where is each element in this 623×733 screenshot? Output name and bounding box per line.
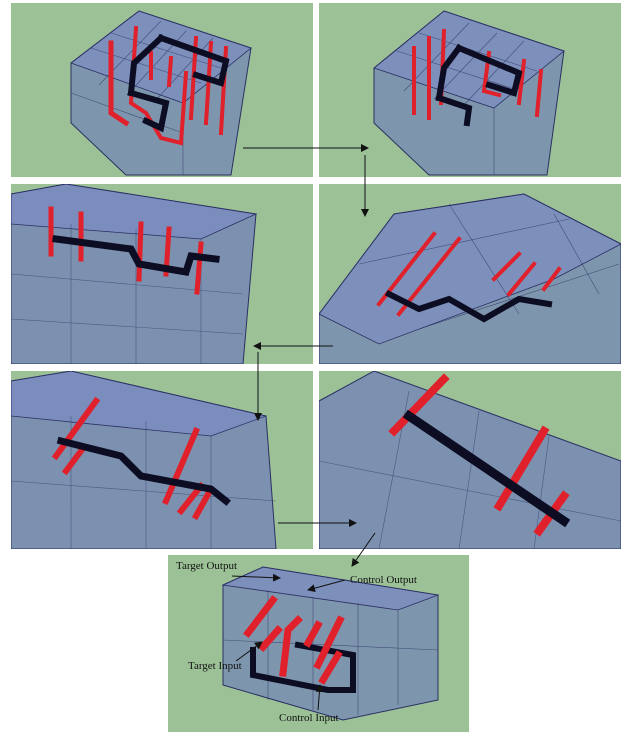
diagram-panel-step-5: [11, 371, 313, 549]
diagram-panel-step-6: [319, 371, 621, 549]
label-target-output: Target Output: [176, 560, 238, 572]
diagram-panel-step-4: [319, 184, 621, 364]
diagram-panel-result: [168, 555, 469, 732]
label-control-output: Control Output: [350, 574, 417, 586]
diagram-panel-step-2: [319, 3, 621, 177]
diagram-panel-step-3: [11, 184, 313, 364]
label-control-input: Control Input: [279, 712, 339, 724]
label-target-input: Target Input: [188, 660, 242, 672]
diagram-panel-step-1: [11, 3, 313, 177]
